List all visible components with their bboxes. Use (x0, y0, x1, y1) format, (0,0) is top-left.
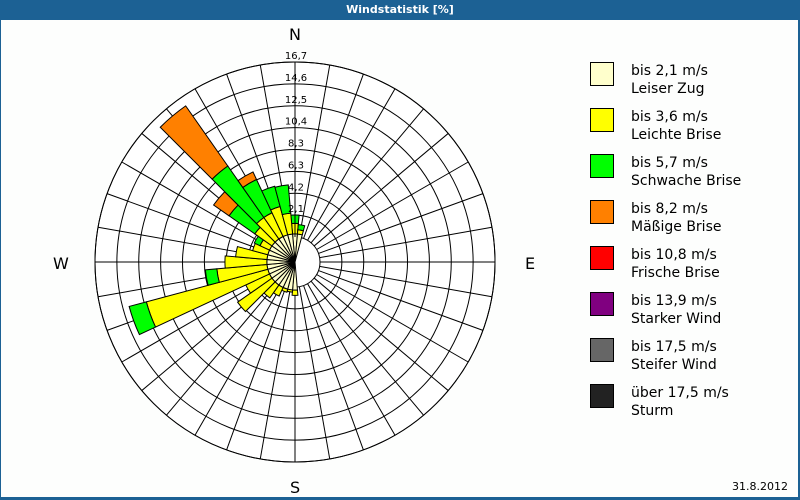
radial-tick-label: 10,4 (285, 117, 307, 128)
wedge (235, 245, 269, 261)
radial-tick-label: 6,3 (288, 160, 304, 171)
legend-swatch (590, 200, 614, 224)
legend-swatch (590, 246, 614, 270)
wedge (261, 185, 281, 211)
wedge (274, 184, 292, 216)
window-title: Windstatistik [%] (0, 0, 800, 20)
wedge (159, 105, 229, 180)
wedge (236, 277, 276, 313)
legend-label: bis 17,5 m/s Steifer Wind (631, 339, 717, 373)
compass-w: W (53, 254, 69, 273)
wedge (128, 301, 157, 336)
wedge (291, 289, 299, 296)
radial-tick-label: 14,6 (285, 73, 307, 84)
compass-s: S (290, 478, 301, 497)
wedge (204, 268, 220, 286)
legend-label: bis 5,7 m/s Schwache Brise (631, 155, 742, 189)
compass-e: E (525, 254, 536, 273)
compass-n: N (289, 25, 301, 44)
legend-label: über 17,5 m/s Sturm (631, 385, 729, 419)
radial-tick-label: 2,1 (288, 204, 304, 215)
radial-tick-label: 4,2 (288, 182, 304, 193)
legend-swatch (590, 62, 614, 86)
legend-swatch (590, 108, 614, 132)
wedge (297, 224, 306, 232)
radial-tick-label: 12,5 (285, 95, 307, 106)
legend-label: bis 13,9 m/s Starker Wind (631, 293, 722, 327)
radial-tick-label: 8,3 (288, 139, 304, 150)
wedge (237, 171, 258, 189)
legend-label: bis 8,2 m/s Mäßige Brise (631, 201, 722, 235)
legend-label: bis 2,1 m/s Leiser Zug (631, 63, 708, 97)
legend-swatch (590, 292, 614, 316)
legend-swatch (590, 154, 614, 178)
date-label: 31.8.2012 (732, 480, 788, 493)
legend-label: bis 3,6 m/s Leichte Brise (631, 109, 722, 143)
legend-swatch (590, 338, 614, 362)
wind-rose-chart: 2,1 4,2 6,3 8,3 10,4 12,5 14,6 16,7 (94, 51, 496, 463)
chart-panel: 2,1 4,2 6,3 8,3 10,4 12,5 14,6 16,7 N E S W bis… (1, 20, 798, 497)
radial-tick-label: 16,7 (285, 51, 307, 62)
legend-swatch (590, 384, 614, 408)
legend-label: bis 10,8 m/s Frische Brise (631, 247, 720, 281)
